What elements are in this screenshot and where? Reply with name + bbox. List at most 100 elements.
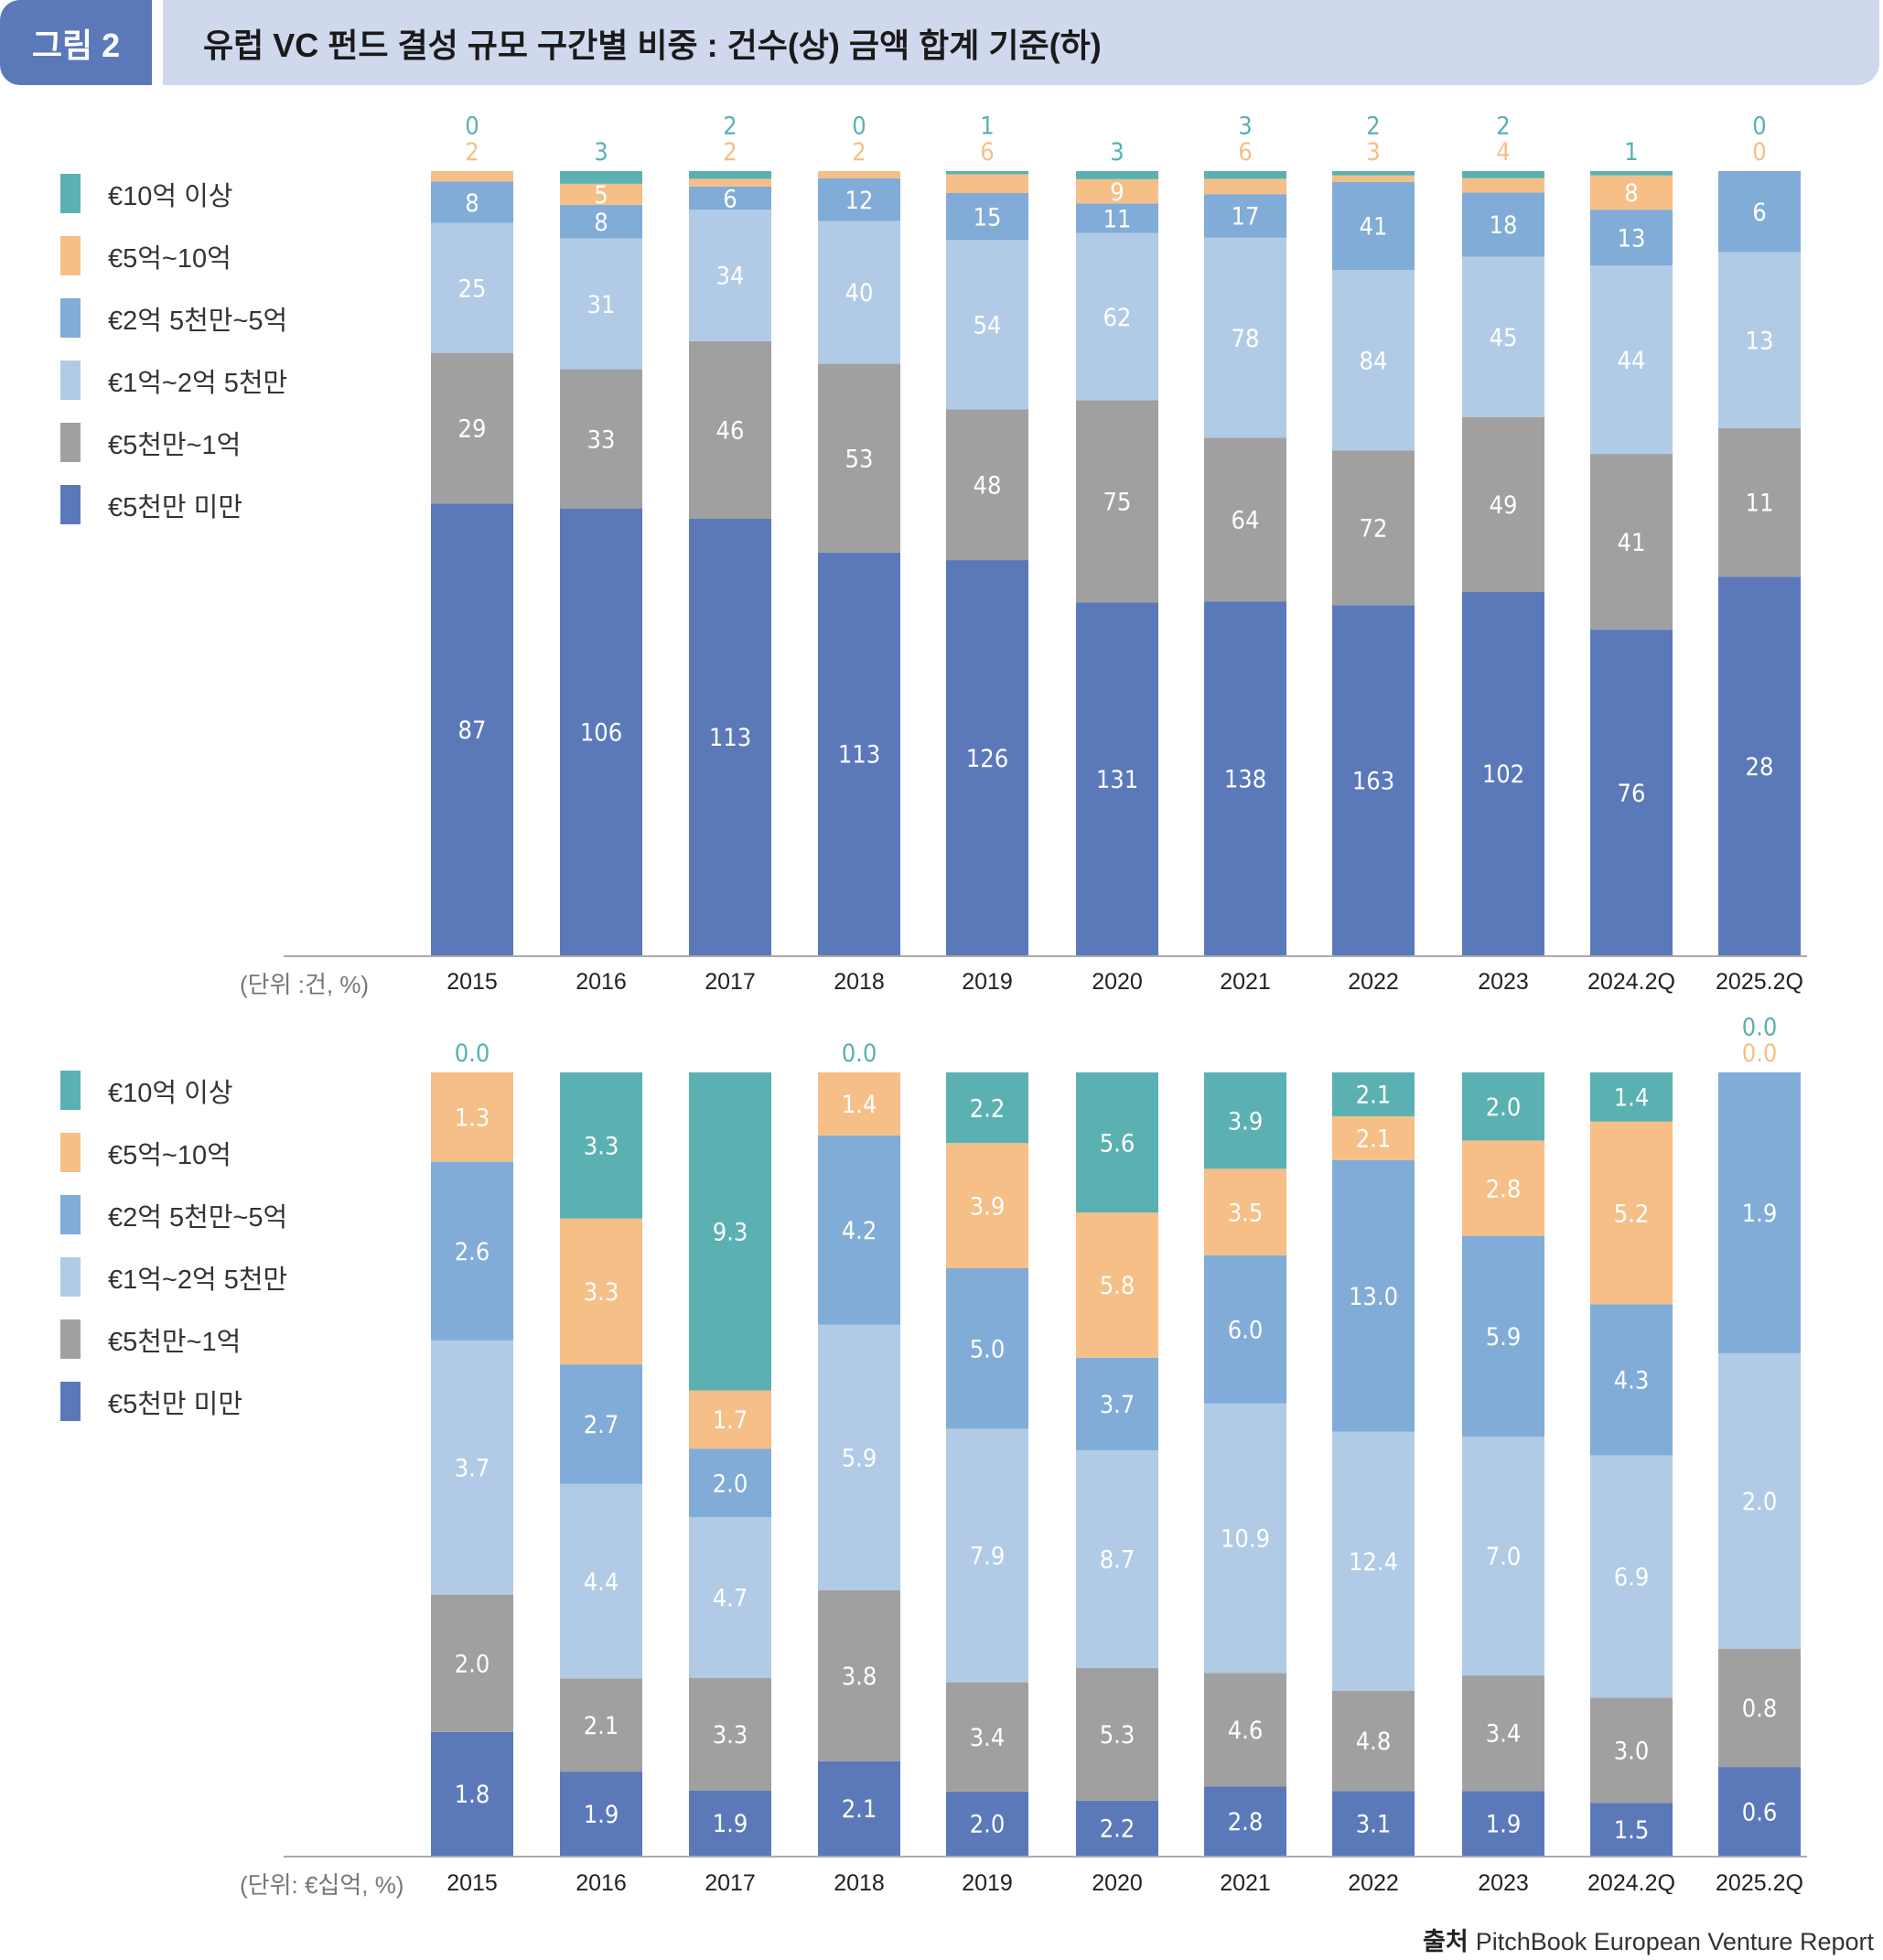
data-label: 84 (1360, 347, 1388, 375)
bar-segment-under_50m-2016 (560, 508, 642, 955)
x-tick-label: 2022 (1348, 969, 1399, 995)
bar-segment-under_50m-2024.2Q (1590, 630, 1673, 955)
bar-segment-over_1b-2020 (1076, 171, 1158, 179)
bar-segment-500m_1b-2024.2Q (1590, 1121, 1673, 1305)
bar-segment-500m_1b-2018 (818, 1072, 900, 1136)
bar-segment-under_50m-2017 (689, 518, 771, 955)
legend-label: €1억~2억 5천만 (108, 368, 288, 398)
bar-segment-500m_1b-2022 (1332, 1115, 1415, 1160)
bar-segment-over_1b-2021 (1204, 1072, 1286, 1169)
x-tick-label: 2023 (1478, 969, 1529, 995)
legend-label: €10억 이상 (108, 181, 233, 211)
top-data-label: 0 (852, 113, 866, 141)
legend-item-100m_250m: €1억~2억 5천만 (60, 361, 287, 400)
data-label: 113 (838, 741, 880, 770)
data-label: 8 (594, 209, 608, 237)
bar-segment-500m_1b-2017 (689, 178, 771, 187)
bar-segment-250m_500m-2019 (946, 192, 1028, 241)
data-label: 1.9 (1742, 1200, 1778, 1228)
legend-label: €5천만 미만 (108, 492, 243, 522)
bar-segment-100m_250m-2023 (1462, 256, 1544, 417)
bar-segment-under_50m-2019 (946, 1791, 1028, 1856)
bar-segment-over_1b-2022 (1332, 171, 1415, 176)
bar-segment-250m_500m-2025.2Q (1718, 171, 1801, 253)
bar-segment-under_50m-2016 (560, 1772, 642, 1856)
figure-number: 그림 2 (31, 26, 121, 64)
legend-item-500m_1b: €5억~10억 (60, 1133, 231, 1172)
data-label: 2.7 (584, 1411, 619, 1439)
data-label: 2.1 (584, 1712, 619, 1740)
bar-segment-over_1b-2019 (946, 171, 1028, 175)
data-label: 1.5 (1614, 1816, 1650, 1845)
bar-segment-under_50m-2025.2Q (1718, 576, 1801, 955)
bar-segment-500m_1b-2022 (1332, 175, 1415, 182)
legend-swatch (60, 1071, 81, 1110)
x-tick-label: 2021 (1220, 969, 1271, 995)
bar-segment-250m_500m-2020 (1076, 1357, 1158, 1450)
source-note: 출처 PitchBook European Venture Report (1423, 1922, 1874, 1957)
bar-segment-250m_500m-2022 (1332, 181, 1415, 271)
data-label: 131 (1096, 766, 1138, 794)
bar-segment-500m_1b-2016 (560, 1218, 642, 1365)
bar-segment-250m_500m-2023 (1462, 192, 1544, 257)
x-tick-label: 2020 (1092, 969, 1143, 995)
bar-segment-500m_1b-2020 (1076, 1212, 1158, 1358)
bar-segment-under_50m-2015 (431, 1731, 513, 1856)
bar-segment-500m_1b-2024.2Q (1590, 175, 1673, 210)
data-label: 2.8 (1228, 1808, 1264, 1836)
legend-label: €5천만~1억 (108, 430, 242, 460)
bar-segment-100m_250m-2025.2Q (1718, 1352, 1801, 1649)
bar-segment-500m_1b-2021 (1204, 178, 1286, 195)
data-label: 5.9 (1486, 1323, 1522, 1352)
bar-segment-50m_100m-2017 (689, 340, 771, 519)
bar-segment-100m_250m-2016 (560, 238, 642, 370)
legend-label: €2억 5천만~5억 (108, 1202, 288, 1233)
x-tick-label: 2016 (576, 969, 627, 995)
top-data-label: 3 (1366, 138, 1380, 167)
legend-swatch (60, 1195, 81, 1234)
data-label: 29 (458, 415, 487, 444)
bar-segment-50m_100m-2016 (560, 369, 642, 509)
data-label: 72 (1360, 514, 1388, 543)
bar-segment-100m_250m-2017 (689, 210, 771, 341)
bar-segment-over_1b-2023 (1462, 1072, 1544, 1141)
bar-segment-500m_1b-2019 (946, 174, 1028, 193)
title-bar: 유럽 VC 펀드 결성 규모 구간별 비중 : 건수(상) 금액 합계 기준(하… (163, 0, 1879, 85)
legend-swatch (60, 174, 81, 213)
bar-segment-over_1b-2020 (1076, 1072, 1158, 1213)
data-label: 138 (1224, 765, 1266, 793)
bar-segment-50m_100m-2018 (818, 363, 900, 553)
legend-item-100m_250m: €1억~2억 5천만 (60, 1257, 287, 1297)
bar-segment-over_1b-2024.2Q (1590, 171, 1673, 176)
chart-title: 유럽 VC 펀드 결성 규모 구간별 비중 : 건수(상) 금액 합계 기준(하… (203, 26, 1102, 64)
data-label: 4.6 (1228, 1717, 1264, 1745)
bar-segment-over_1b-2022 (1332, 1072, 1415, 1116)
bar-segment-500m_1b-2016 (560, 183, 642, 205)
top-data-label: 6 (980, 138, 994, 167)
bar-segment-250m_500m-2015 (431, 1161, 513, 1341)
data-label: 5 (594, 181, 608, 210)
legend-item-over_1b: €10억 이상 (60, 174, 232, 213)
legend-swatch (60, 1382, 81, 1421)
bar-segment-250m_500m-2024.2Q (1590, 1304, 1673, 1456)
legend-swatch (60, 298, 81, 338)
figure-number-tag: 그림 2 (0, 0, 152, 85)
data-label: 2.2 (1100, 1815, 1135, 1844)
bar-segment-500m_1b-2015 (431, 1072, 513, 1162)
amount-stacked-bar-chart: 1.8 2.0 3.7 2.6 1.3 0.0 2015 1.9 2.1 4.4 2.7 3.3 3.3… (284, 1016, 1807, 1894)
bar-segment-100m_250m-2020 (1076, 232, 1158, 401)
data-label: 2.1 (1356, 1125, 1392, 1154)
top-data-label: 2 (1366, 113, 1380, 141)
top-data-label: 2 (465, 138, 479, 167)
data-label: 41 (1618, 529, 1646, 557)
data-label: 3.8 (842, 1663, 877, 1691)
bar-segment-under_50m-2022 (1332, 605, 1415, 955)
data-label: 9 (1110, 178, 1124, 207)
x-tick-label: 2023 (1478, 1870, 1529, 1894)
bar-segment-50m_100m-2017 (689, 1677, 771, 1791)
data-label: 4.7 (713, 1585, 748, 1613)
data-label: 4.3 (1614, 1367, 1650, 1395)
data-label: 54 (974, 312, 1002, 340)
data-label: 13 (1618, 224, 1646, 253)
top-data-label: 2 (852, 138, 866, 167)
